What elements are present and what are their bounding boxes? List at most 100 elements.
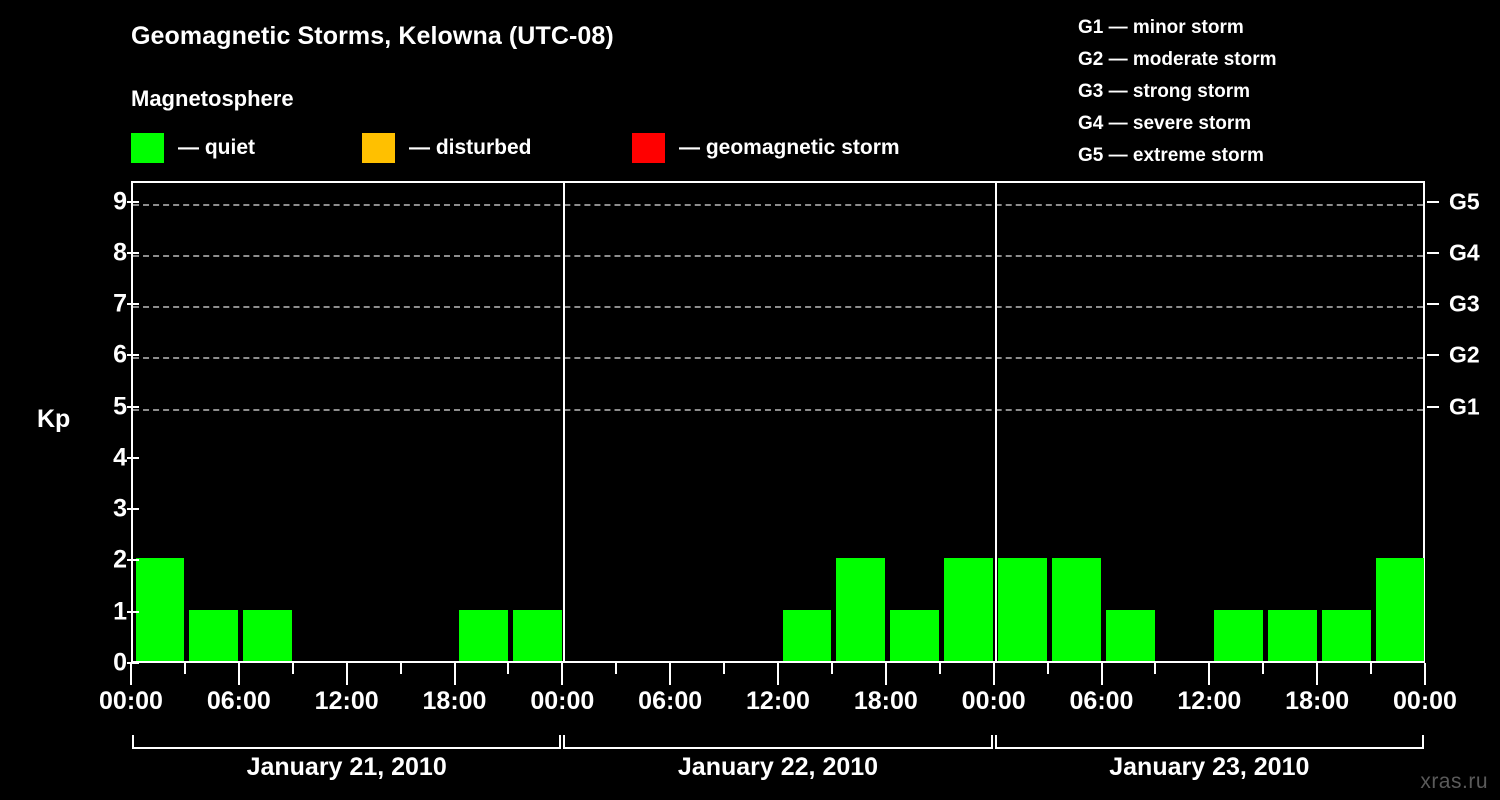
legend-label-geomagnetic-storm: — geomagnetic storm [679, 136, 900, 159]
y-tick-mark-1 [127, 610, 139, 613]
bar [1267, 609, 1317, 661]
y-tick-label-6: 6 [113, 340, 127, 369]
bar [1052, 558, 1101, 661]
y-tick-label-3: 3 [113, 494, 127, 523]
x-tick-label-5: 06:00 [638, 687, 703, 715]
x-tick-mark-7 [507, 663, 510, 674]
x-tick-mark-24 [1424, 663, 1426, 685]
gscale-row-g5: G5 — extreme storm [1078, 145, 1264, 166]
g-tick-label-g2: G2 [1449, 341, 1480, 368]
plot-area [131, 181, 1425, 663]
x-tick-mark-5 [399, 663, 402, 674]
g-tick-label-g3: G3 [1449, 290, 1480, 317]
x-tick-label-1: 06:00 [206, 687, 271, 715]
bar [1106, 609, 1155, 661]
y-tick-label-2: 2 [113, 545, 127, 574]
x-tick-mark-8 [561, 663, 564, 685]
g-tick-mark-g1 [1427, 405, 1439, 408]
gridline-kp-8 [133, 254, 1423, 257]
x-tick-label-10: 12:00 [1177, 687, 1242, 715]
x-tick-label-7: 18:00 [853, 687, 918, 715]
y-tick-mark-2 [127, 559, 139, 562]
y-tick-mark-5 [127, 405, 139, 408]
y-tick-mark-3 [127, 508, 139, 511]
x-tick-mark-15 [938, 663, 941, 674]
y-tick-label-8: 8 [113, 238, 127, 267]
legend-item-geomagnetic-storm: — geomagnetic storm [632, 133, 900, 163]
x-tick-mark-14 [884, 663, 887, 685]
x-tick-label-6: 12:00 [746, 687, 810, 715]
y-tick-mark-7 [127, 303, 139, 306]
y-tick-label-0: 0 [113, 648, 127, 677]
x-tick-label-0: 00:00 [99, 687, 163, 715]
g-tick-mark-g3 [1427, 303, 1439, 306]
bar [782, 609, 832, 661]
gridline-kp-9 [133, 203, 1423, 206]
x-tick-mark-18 [1100, 663, 1103, 685]
magnetosphere-heading: Magnetosphere [131, 86, 294, 111]
bar [189, 609, 239, 661]
bar [243, 609, 293, 661]
y-tick-label-7: 7 [113, 289, 127, 318]
y-axis-title: Kp [37, 405, 71, 433]
x-tick-label-9: 06:00 [1069, 687, 1134, 715]
gscale-row-g1: G1 — minor storm [1078, 17, 1244, 38]
y-axis-kp: 0 1 2 3 4 5 6 7 8 9 [49, 181, 139, 677]
bar [135, 558, 185, 661]
legend-label-disturbed: — disturbed [409, 136, 532, 159]
bar [459, 609, 508, 661]
bar [944, 558, 994, 661]
x-tick-label-11: 18:00 [1285, 687, 1350, 715]
y-tick-mark-8 [127, 251, 139, 254]
gscale-row-g4: G4 — severe storm [1078, 113, 1252, 134]
legend-item-disturbed: — disturbed [362, 133, 532, 163]
x-tick-label-12: 00:00 [1393, 687, 1457, 715]
bar [1375, 558, 1425, 661]
x-tick-mark-23 [1370, 663, 1373, 674]
y-tick-label-5: 5 [113, 392, 127, 421]
day-separator-2 [994, 183, 997, 661]
y-tick-label-9: 9 [113, 187, 127, 215]
gscale-legend: G1 — minor storm G2 — moderate storm G3 — … [1078, 12, 1277, 172]
y-tick-mark-4 [127, 456, 139, 459]
x-tick-mark-10 [669, 663, 672, 685]
legend-item-quiet: — quiet [131, 133, 255, 163]
bar [512, 609, 562, 661]
x-tick-mark-13 [830, 663, 833, 674]
x-tick-label-3: 18:00 [422, 687, 487, 715]
gscale-row-g3: G3 — strong storm [1078, 81, 1251, 102]
x-tick-mark-21 [1262, 663, 1265, 674]
gscale-row-g2: G2 — moderate storm [1078, 49, 1277, 70]
x-tick-mark-9 [615, 663, 618, 674]
date-bracket-3 [994, 735, 1424, 749]
x-tick-mark-22 [1316, 663, 1319, 685]
x-tick-label-4: 00:00 [530, 687, 595, 715]
x-tick-mark-3 [291, 663, 294, 674]
date-bracket-1 [132, 735, 562, 749]
g-tick-mark-g2 [1427, 354, 1439, 357]
x-tick-mark-6 [453, 663, 456, 685]
x-tick-mark-2 [237, 663, 240, 685]
page-title: Geomagnetic Storms, Kelowna (UTC-08) [131, 22, 614, 50]
legend-swatch-disturbed [362, 133, 395, 163]
y-tick-mark-0 [127, 662, 139, 664]
y-tick-mark-6 [127, 354, 139, 357]
date-label-1: January 21, 2010 [246, 753, 447, 781]
x-tick-label-2: 12:00 [314, 687, 379, 715]
watermark: xras.ru [1420, 770, 1488, 793]
gridline-kp-7 [133, 306, 1423, 309]
y-tick-label-4: 4 [113, 443, 127, 472]
x-tick-mark-19 [1154, 663, 1157, 674]
gridline-kp-5 [133, 408, 1423, 411]
date-label-3: January 23, 2010 [1109, 753, 1310, 781]
legend-swatch-geomagnetic-storm [632, 133, 665, 163]
g-tick-label-g5: G5 [1449, 188, 1480, 214]
x-tick-mark-17 [1046, 663, 1049, 674]
date-bracket-2 [563, 735, 993, 749]
legend-label-quiet: — quiet [178, 136, 255, 159]
date-bracket-row: January 21, 2010 January 22, 2010 January … [131, 735, 1425, 795]
bar [836, 558, 886, 661]
x-axis-time: 00:00 06:00 12:00 18:00 00:00 06:00 12:00 18:00… [99, 663, 1457, 715]
bar [1213, 609, 1263, 661]
x-tick-label-8: 00:00 [961, 687, 1026, 715]
